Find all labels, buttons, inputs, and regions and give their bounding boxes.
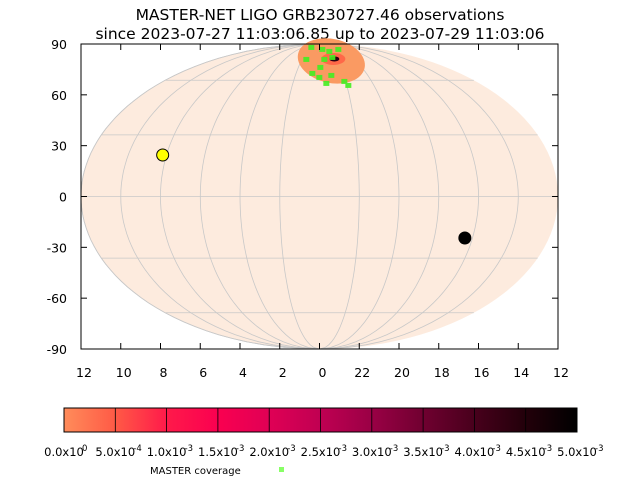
x-tick-label: 12 <box>553 365 569 380</box>
colorbar-tick-label: 5.0x10 <box>557 445 597 459</box>
coverage-field <box>308 44 315 50</box>
colorbar-tick-label: 1.5x10 <box>198 445 238 459</box>
y-tick-label: 60 <box>51 88 67 103</box>
coverage-field <box>309 70 316 76</box>
colorbar-tick-label: 5.0x10 <box>95 445 135 459</box>
x-tick-label: 12 <box>76 365 92 380</box>
x-tick-label: 4 <box>239 365 247 380</box>
coverage-field <box>323 80 330 86</box>
colorbar-tick-exponent: -3 <box>492 444 500 454</box>
coverage-field <box>335 46 342 52</box>
y-tick-label: 30 <box>51 139 67 154</box>
y-axis: 90 60 30 0 -30 -60 -90 <box>47 37 558 357</box>
x-tick-label: 20 <box>394 365 410 380</box>
coverage-field <box>319 46 326 52</box>
legend: MASTER coverage <box>150 466 284 477</box>
colorbar-tick-exponent: -3 <box>185 444 193 454</box>
colorbar-tick-label: 3.0x10 <box>352 445 392 459</box>
colorbar-tick-exponent: -3 <box>236 444 244 454</box>
x-tick-label: 8 <box>160 365 168 380</box>
coverage-field <box>317 64 324 70</box>
x-tick-label: 22 <box>354 365 370 380</box>
x-tick-label: 10 <box>116 365 132 380</box>
coverage-field <box>345 82 352 88</box>
y-tick-label: -90 <box>47 342 67 357</box>
x-tick-label: 0 <box>319 365 327 380</box>
colorbar-tick-exponent: -3 <box>339 444 347 454</box>
colorbar-tick-label: 3.5x10 <box>403 445 443 459</box>
coverage-field <box>303 56 310 62</box>
x-tick-label: 6 <box>199 365 207 380</box>
x-tick-label: 16 <box>474 365 490 380</box>
colorbar-tick-exponent: -3 <box>441 444 449 454</box>
coverage-field <box>316 74 323 80</box>
y-tick-label: 90 <box>51 37 67 52</box>
colorbar-tick-exponent: -3 <box>544 444 552 454</box>
coverage-field <box>341 78 348 84</box>
coverage-field <box>326 48 333 54</box>
x-tick-label: 18 <box>434 365 450 380</box>
y-tick-label: -30 <box>47 240 67 255</box>
legend-swatch <box>279 467 284 472</box>
colorbar-tick-label: 0.0x10 <box>44 445 84 459</box>
coverage-field <box>329 54 336 60</box>
chart-title: MASTER-NET LIGO GRB230727.46 observation… <box>135 6 505 24</box>
colorbar-tick-label: 4.0x10 <box>455 445 495 459</box>
legend-label: MASTER coverage <box>150 466 241 477</box>
colorbar-tick-label: 1.0x10 <box>147 445 187 459</box>
x-tick-label: 2 <box>279 365 287 380</box>
master-coverage-fields <box>303 44 352 88</box>
colorbar-tick-label: 2.5x10 <box>301 445 341 459</box>
colorbar-tick-label: 2.0x10 <box>249 445 289 459</box>
y-tick-label: -60 <box>47 291 67 306</box>
colorbar-tick-exponent: -3 <box>390 444 398 454</box>
x-axis: 12 10 8 6 4 2 0 22 20 18 16 14 12 <box>76 44 569 380</box>
colorbar-tick-exponent: 0 <box>82 444 87 454</box>
colorbar-tick-exponent: -4 <box>133 444 141 454</box>
colorbar-tick-exponent: -3 <box>595 444 603 454</box>
y-tick-label: 0 <box>59 190 67 205</box>
chart-subtitle: since 2023-07-27 11:03:06.85 up to 2023-… <box>95 25 545 43</box>
coverage-field <box>321 56 328 62</box>
sun-marker <box>156 148 170 162</box>
colorbar-tick-label: 4.5x10 <box>506 445 546 459</box>
colorbar-tick-exponent: -3 <box>287 444 295 454</box>
x-tick-label: 14 <box>513 365 529 380</box>
moon-marker <box>458 231 472 245</box>
coverage-field <box>328 72 335 78</box>
